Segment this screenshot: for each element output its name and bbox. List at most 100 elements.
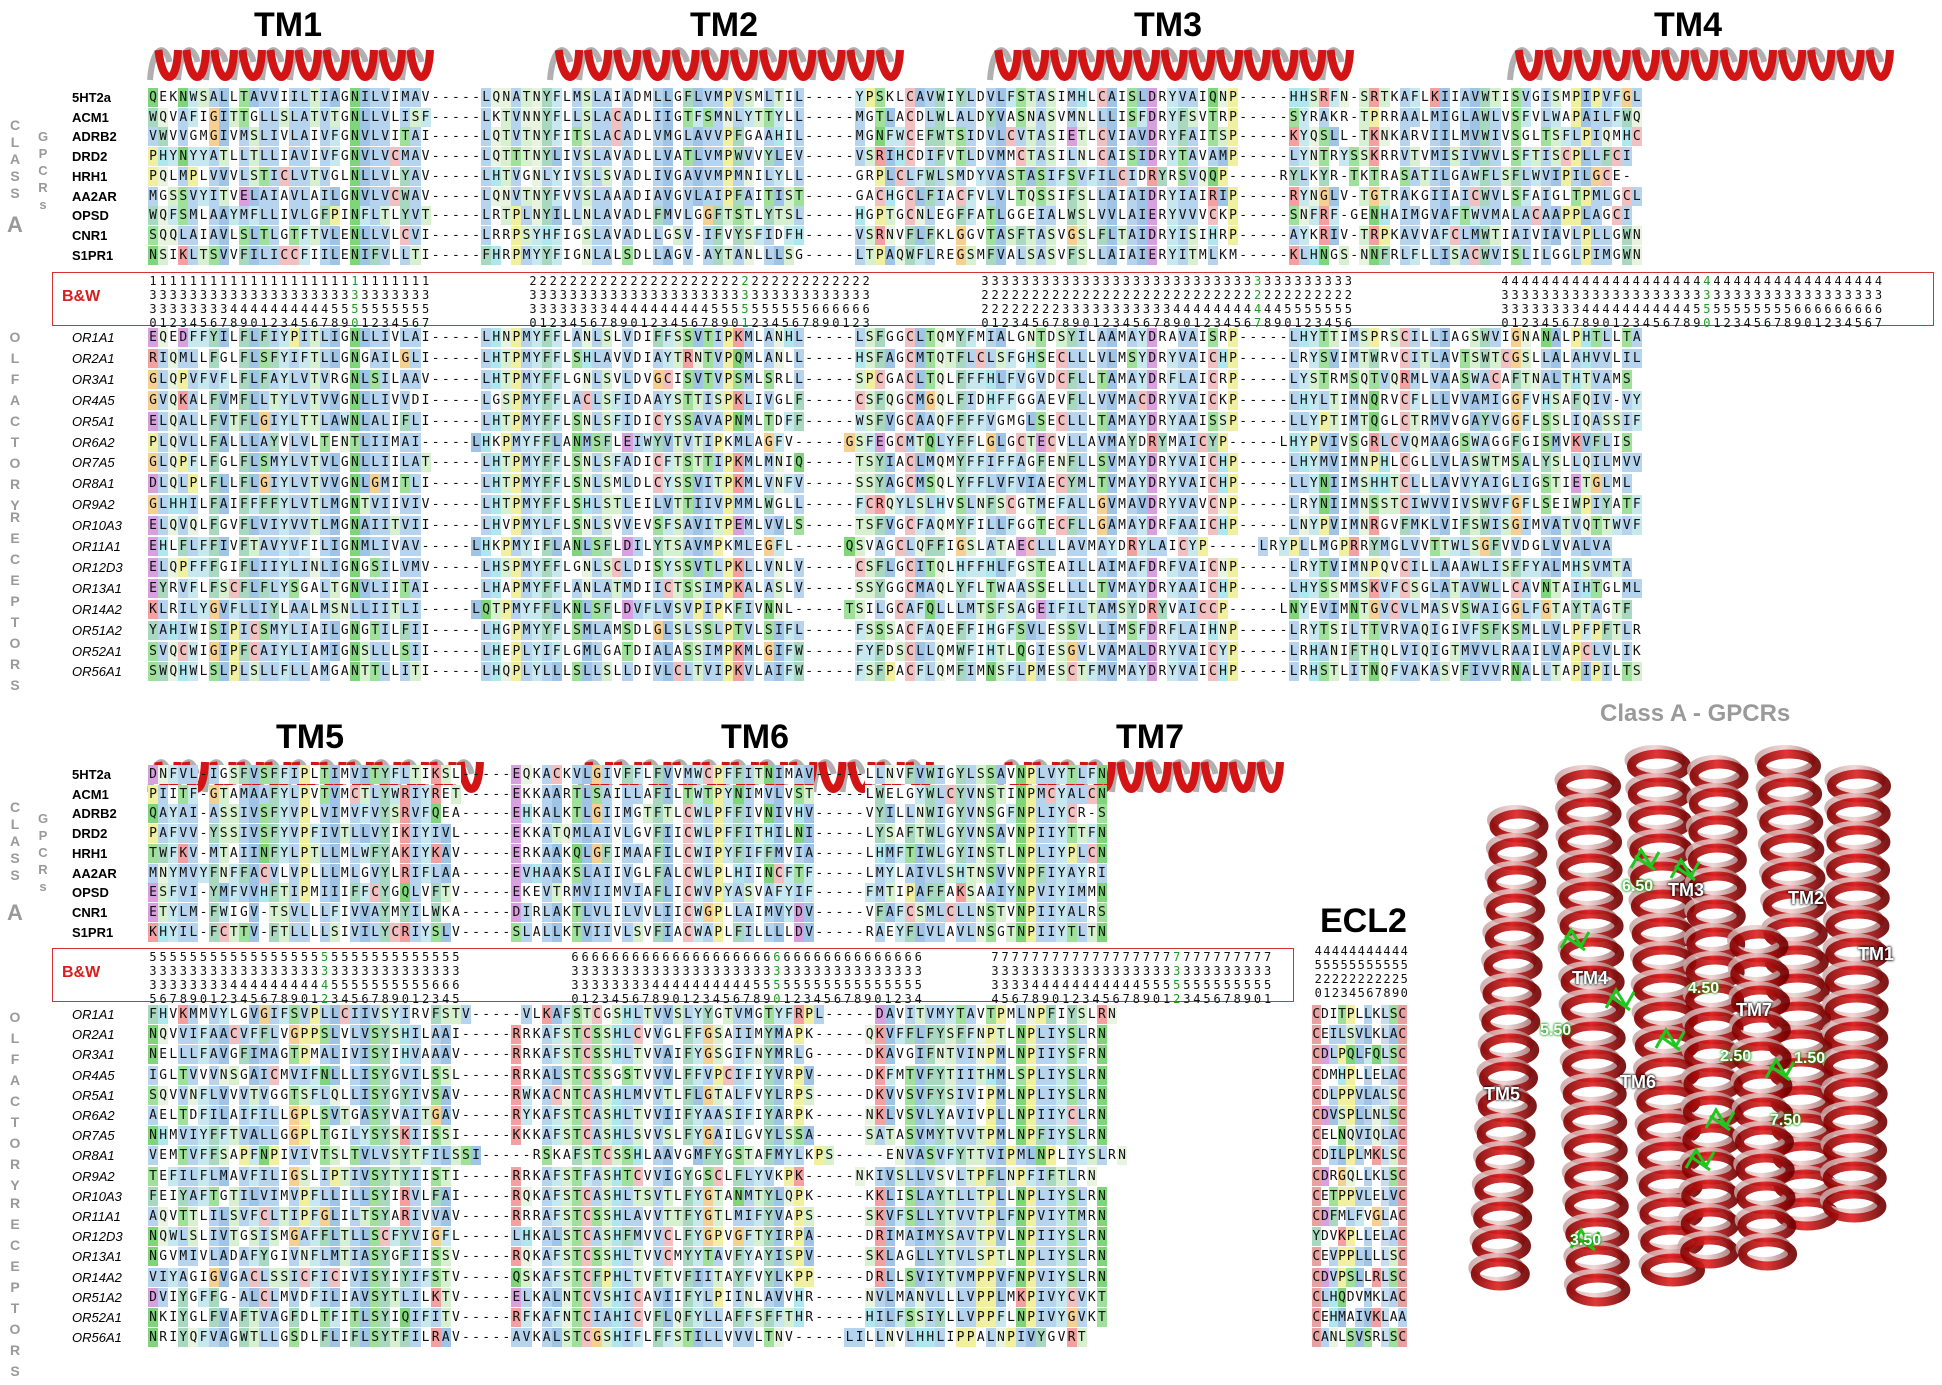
receptor-name: OR4A5	[72, 1067, 115, 1083]
receptor-name: OR7A5	[72, 1128, 115, 1144]
receptor-name: OR11A1	[72, 539, 121, 554]
receptor-name: OPSD	[72, 885, 109, 901]
receptor-name: AA2AR	[72, 188, 117, 204]
receptor-name: ACM1	[72, 786, 109, 802]
helix-icon	[147, 47, 434, 81]
receptor-name: OR2A1	[72, 350, 115, 366]
receptor-name: OR2A1	[72, 1027, 115, 1043]
side-label-a: A	[7, 212, 23, 237]
receptor-name: OR10A3	[72, 1188, 122, 1204]
receptor-name: ADRB2	[72, 129, 117, 145]
receptor-name: OR51A2	[72, 1289, 122, 1305]
tm-title-2: TM2	[690, 6, 758, 44]
receptor-name: OR10A3	[72, 518, 122, 534]
structure-title: Class A - GPCRs	[1600, 700, 1791, 727]
receptor-name: OR9A2	[72, 1168, 115, 1184]
receptor-name: OR14A2	[72, 1269, 122, 1285]
bw-label: B&W	[62, 964, 101, 981]
ecl2-title: ECL2	[1320, 902, 1407, 940]
receptor-name: OR1A1	[72, 1007, 115, 1022]
structure-label-tm3: TM3	[1668, 880, 1704, 900]
structure-label-tm5: TM5	[1484, 1084, 1520, 1104]
receptor-name: OR8A1	[72, 476, 115, 492]
tm-title-6: TM6	[721, 718, 789, 756]
receptor-name: OR6A2	[72, 1108, 115, 1123]
tm-title-3: TM3	[1134, 6, 1202, 44]
receptor-name: OPSD	[72, 208, 109, 224]
receptor-name: OR6A2	[72, 434, 115, 450]
structure-label-tm1: TM1	[1858, 944, 1894, 964]
receptor-name: AA2AR	[72, 865, 117, 881]
receptor-name: OR14A2	[72, 601, 122, 617]
structure-number-3-50: 3.50	[1570, 1232, 1602, 1249]
tm-title-1: TM1	[254, 6, 322, 44]
receptor-name: DRD2	[72, 149, 108, 165]
helix-icon	[987, 47, 1354, 81]
bw-numbering-box	[52, 272, 1934, 326]
receptor-name: OR5A1	[72, 1087, 115, 1103]
receptor-name: OR1A1	[72, 330, 115, 345]
structure-label-tm2: TM2	[1788, 888, 1824, 908]
structure-label-tm7: TM7	[1736, 1000, 1772, 1020]
helix-icon	[547, 47, 904, 81]
structure-number-4-50: 4.50	[1688, 980, 1720, 997]
gpcr-structure-image	[1468, 745, 1891, 1307]
receptor-name: CNR1	[72, 227, 108, 243]
receptor-name: HRH1	[72, 168, 108, 184]
